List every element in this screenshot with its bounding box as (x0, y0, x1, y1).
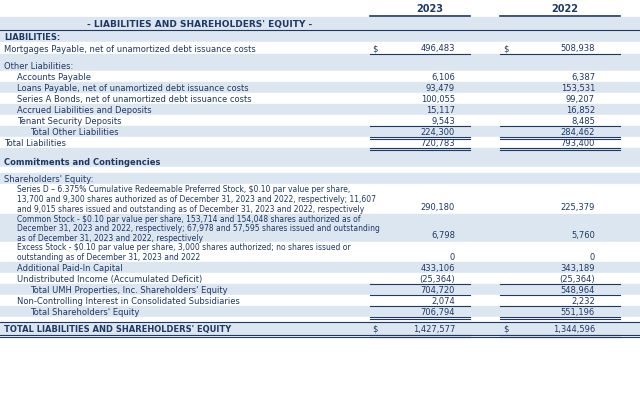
Bar (0, 72, 640, 83)
Bar (0, 173, 640, 184)
Text: 16,852: 16,852 (566, 106, 595, 115)
Bar (0, 262, 640, 273)
Text: $: $ (503, 324, 508, 333)
Text: 2023: 2023 (417, 4, 444, 14)
Text: Total Shareholders' Equity: Total Shareholders' Equity (30, 307, 140, 316)
Bar (0, 55, 640, 61)
Text: Mortgages Payable, net of unamortized debt issuance costs: Mortgages Payable, net of unamortized de… (4, 45, 256, 53)
Text: 9,543: 9,543 (431, 117, 455, 126)
Text: 290,180: 290,180 (420, 202, 455, 211)
Bar (0, 168, 640, 173)
Bar (0, 273, 640, 284)
Text: 496,483: 496,483 (420, 45, 455, 53)
Bar (0, 0, 640, 18)
Bar (0, 18, 640, 31)
Text: as of December 31, 2023 and 2022, respectively: as of December 31, 2023 and 2022, respec… (17, 233, 203, 242)
Text: 0: 0 (589, 253, 595, 262)
Text: Shareholders' Equity:: Shareholders' Equity: (4, 175, 93, 184)
Text: (25,364): (25,364) (559, 274, 595, 283)
Text: 13,700 and 9,300 shares authorized as of December 31, 2023 and 2022, respectivel: 13,700 and 9,300 shares authorized as of… (17, 195, 376, 204)
Text: $: $ (372, 45, 378, 53)
Text: 343,189: 343,189 (561, 263, 595, 272)
Bar (0, 284, 640, 295)
Text: 284,462: 284,462 (561, 128, 595, 137)
Bar (0, 243, 640, 262)
Text: 551,196: 551,196 (561, 307, 595, 316)
Bar (0, 116, 640, 127)
Text: LIABILITIES:: LIABILITIES: (4, 32, 60, 41)
Text: Tenant Security Deposits: Tenant Security Deposits (17, 117, 122, 126)
Text: outstanding as of December 31, 2023 and 2022: outstanding as of December 31, 2023 and … (17, 253, 200, 262)
Bar (0, 127, 640, 138)
Bar (0, 94, 640, 105)
Text: 99,207: 99,207 (566, 95, 595, 104)
Text: 15,117: 15,117 (426, 106, 455, 115)
Text: - LIABILITIES AND SHAREHOLDERS' EQUITY -: - LIABILITIES AND SHAREHOLDERS' EQUITY - (88, 20, 312, 29)
Text: 433,106: 433,106 (420, 263, 455, 272)
Text: $: $ (372, 324, 378, 333)
Text: 6,387: 6,387 (571, 73, 595, 82)
Bar (0, 214, 640, 243)
Text: 100,055: 100,055 (421, 95, 455, 104)
Text: Additional Paid-In Capital: Additional Paid-In Capital (17, 263, 123, 272)
Text: 704,720: 704,720 (420, 285, 455, 294)
Text: TOTAL LIABILITIES AND SHAREHOLDERS' EQUITY: TOTAL LIABILITIES AND SHAREHOLDERS' EQUI… (4, 324, 231, 333)
Text: Accrued Liabilities and Deposits: Accrued Liabilities and Deposits (17, 106, 152, 115)
Text: 720,783: 720,783 (420, 139, 455, 148)
Text: Excess Stock - $0.10 par value per share, 3,000 shares authorized; no shares iss: Excess Stock - $0.10 par value per share… (17, 243, 351, 252)
Text: 8,485: 8,485 (571, 117, 595, 126)
Text: Total UMH Properties, Inc. Shareholders' Equity: Total UMH Properties, Inc. Shareholders'… (30, 285, 228, 294)
Text: 1,427,577: 1,427,577 (413, 324, 455, 333)
Text: $: $ (503, 45, 508, 53)
Text: (25,364): (25,364) (419, 274, 455, 283)
Text: 2,074: 2,074 (431, 296, 455, 305)
Text: 793,400: 793,400 (561, 139, 595, 148)
Text: 508,938: 508,938 (561, 45, 595, 53)
Text: 1,344,596: 1,344,596 (553, 324, 595, 333)
Bar (0, 83, 640, 94)
Text: Total Other Liabilities: Total Other Liabilities (30, 128, 118, 137)
Bar (0, 31, 640, 43)
Text: Accounts Payable: Accounts Payable (17, 73, 91, 82)
Text: Undistributed Income (Accumulated Deficit): Undistributed Income (Accumulated Defici… (17, 274, 202, 283)
Bar (0, 157, 640, 168)
Bar (0, 138, 640, 148)
Text: Commitments and Contingencies: Commitments and Contingencies (4, 157, 161, 166)
Text: 0: 0 (450, 253, 455, 262)
Text: 5,760: 5,760 (571, 231, 595, 240)
Text: 225,379: 225,379 (561, 202, 595, 211)
Text: Series D – 6.375% Cumulative Redeemable Preferred Stock, $0.10 par value per sha: Series D – 6.375% Cumulative Redeemable … (17, 185, 350, 194)
Bar (0, 317, 640, 322)
Bar (0, 43, 640, 55)
Text: 93,479: 93,479 (426, 84, 455, 93)
Text: Non-Controlling Interest in Consolidated Subsidiaries: Non-Controlling Interest in Consolidated… (17, 296, 240, 305)
Text: 224,300: 224,300 (420, 128, 455, 137)
Text: 2,232: 2,232 (572, 296, 595, 305)
Bar (0, 306, 640, 317)
Text: Other Liabilities:: Other Liabilities: (4, 62, 73, 71)
Bar (0, 148, 640, 157)
Text: and 9,015 shares issued and outstanding as of December 31, 2023 and 2022, respec: and 9,015 shares issued and outstanding … (17, 205, 364, 214)
Text: 706,794: 706,794 (420, 307, 455, 316)
Bar (0, 184, 640, 214)
Bar (0, 322, 640, 335)
Text: Loans Payable, net of unamortized debt issuance costs: Loans Payable, net of unamortized debt i… (17, 84, 248, 93)
Text: 2022: 2022 (552, 4, 579, 14)
Text: Series A Bonds, net of unamortized debt issuance costs: Series A Bonds, net of unamortized debt … (17, 95, 252, 104)
Bar (0, 105, 640, 116)
Text: 548,964: 548,964 (561, 285, 595, 294)
Text: December 31, 2023 and 2022, respectively; 67,978 and 57,595 shares issued and ou: December 31, 2023 and 2022, respectively… (17, 224, 380, 233)
Text: Total Liabilities: Total Liabilities (4, 139, 66, 148)
Text: 6,798: 6,798 (431, 231, 455, 240)
Text: Common Stock - $0.10 par value per share, 153,714 and 154,048 shares authorized : Common Stock - $0.10 par value per share… (17, 215, 360, 224)
Bar (0, 295, 640, 306)
Text: 153,531: 153,531 (561, 84, 595, 93)
Text: 6,106: 6,106 (431, 73, 455, 82)
Bar (0, 61, 640, 72)
